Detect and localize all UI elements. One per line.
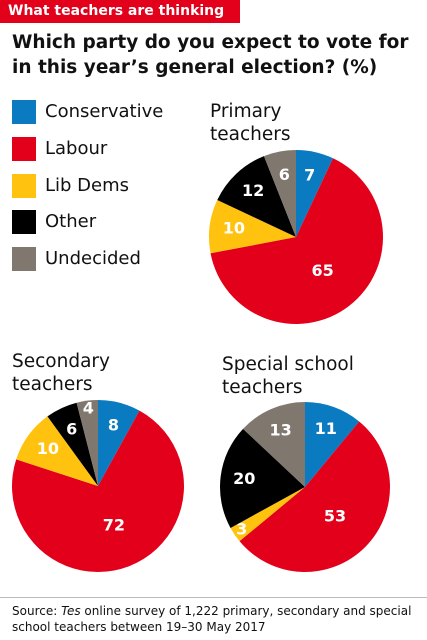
legend-label: Undecided	[45, 248, 141, 270]
chart-title: Which party do you expect to vote for in…	[12, 32, 409, 78]
pie-title: Primary teachers	[210, 101, 291, 145]
pie-slice	[296, 150, 334, 237]
source-text: online survey of 1,222 primary, secondar…	[12, 604, 412, 634]
legend-swatch	[12, 173, 36, 198]
pie-slice	[263, 150, 296, 237]
pie-title: Special school teachers	[222, 354, 354, 398]
pie-title: Secondary teachers	[12, 351, 110, 395]
source: Source: Tes online survey of 1,222 prima…	[12, 603, 417, 635]
pie-slice	[220, 428, 305, 528]
data-label: 8	[108, 416, 119, 435]
legend-swatch	[12, 100, 36, 124]
legend-label: Conservative	[45, 101, 164, 122]
data-label: 10	[37, 439, 59, 458]
pie-slice	[209, 199, 296, 254]
pie-slice	[305, 402, 360, 487]
pie-slice	[217, 156, 296, 237]
data-label: 3	[236, 519, 247, 538]
pie-slice	[210, 158, 383, 325]
data-label: 6	[66, 419, 77, 438]
source-publication: Tes	[61, 604, 81, 618]
data-label: 7	[304, 165, 315, 184]
data-label: 6	[279, 165, 290, 184]
pie-slice	[239, 421, 391, 572]
pie-slice	[11, 410, 184, 572]
divider	[0, 597, 427, 598]
legend-label: Other	[45, 211, 97, 233]
source-label: Source:	[12, 604, 58, 618]
data-label: 11	[315, 419, 337, 438]
legend-label: Labour	[45, 137, 108, 159]
pie-slice	[243, 402, 305, 487]
legend-swatch	[12, 136, 36, 161]
pie-slice	[47, 402, 98, 486]
data-label: 53	[324, 507, 346, 526]
legend-label: Lib Dems	[45, 174, 130, 196]
header: What teachers are thinking	[0, 0, 240, 23]
data-label: 72	[103, 515, 125, 534]
legend-swatch	[12, 247, 36, 272]
pie-slice	[16, 416, 99, 486]
data-label: 13	[270, 420, 292, 439]
pie-slice	[98, 400, 140, 486]
legend-swatch	[12, 210, 36, 235]
data-label: 12	[242, 181, 264, 200]
pie-slice	[76, 400, 98, 486]
pie-slice	[230, 487, 305, 542]
data-label: 65	[312, 261, 334, 280]
data-label: 4	[83, 399, 94, 418]
data-label: 10	[223, 219, 245, 238]
data-label: 20	[233, 469, 255, 488]
